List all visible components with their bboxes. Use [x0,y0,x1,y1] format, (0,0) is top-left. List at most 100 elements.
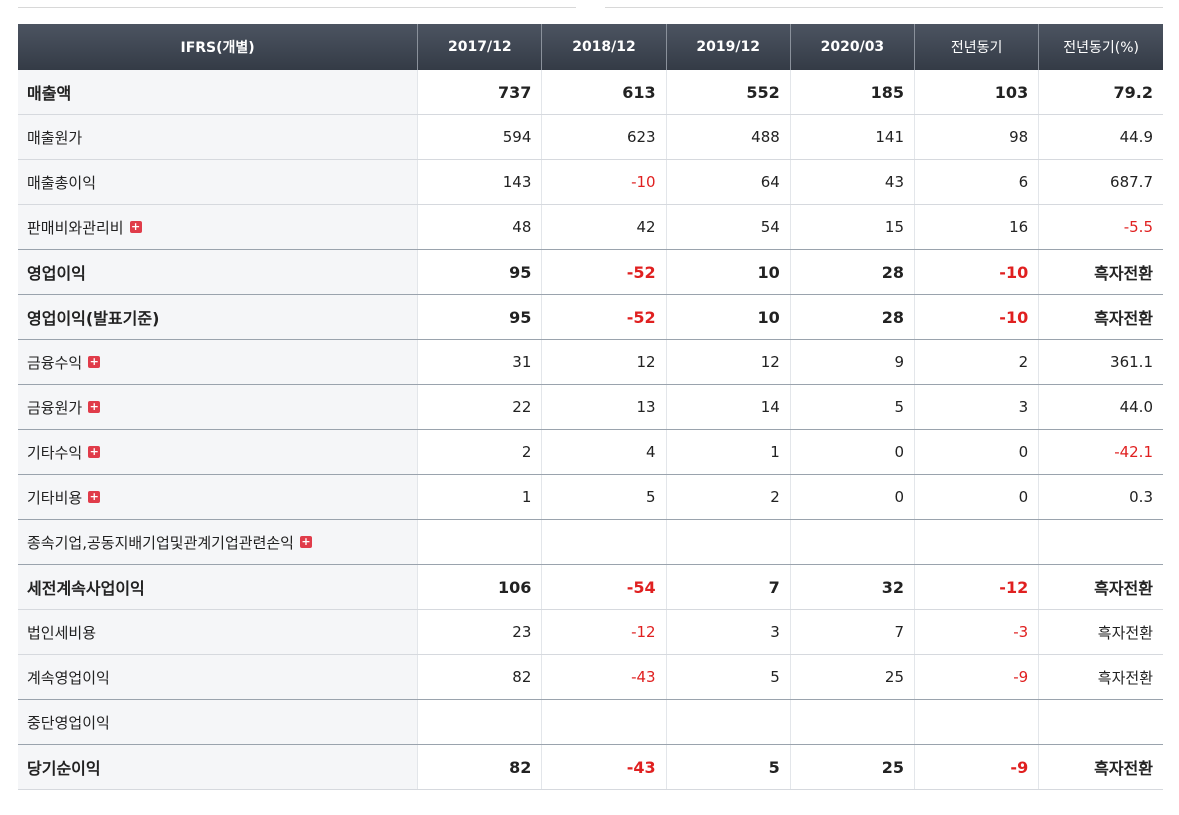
table-row: 판매비와관리비 +48 42 54 15 16 -5.5 [18,204,1163,250]
value-cell [1038,699,1163,745]
value-cell: 106 [417,564,542,610]
row-label-cell: 기타수익 + [18,429,418,475]
value-cell: 82 [417,744,542,790]
value-cell: -43 [541,654,667,700]
row-label: 당기순이익 [27,759,101,778]
value-cell: 3 [913,384,1039,430]
row-label: 세전계속사업이익 [27,579,145,598]
value-cell: 488 [665,114,791,160]
table-row: 당기순이익 82 -43 5 25 -9 흑자전환 [18,744,1163,790]
value-cell: 2 [665,474,791,520]
header-2018-12: 2018/12 [541,24,667,70]
header-2017-12: 2017/12 [417,24,542,70]
value-cell: -9 [913,744,1039,790]
value-cell: 10 [665,294,791,340]
row-label-cell: 금융수익 + [18,339,418,385]
value-cell: 82 [417,654,542,700]
value-cell: -10 [913,249,1039,295]
row-label-cell: 영업이익(발표기준) [18,294,418,340]
row-label: 매출액 [27,84,72,103]
row-label-cell: 판매비와관리비 + [18,204,418,250]
value-cell: 594 [417,114,542,160]
row-label: 기타비용 [27,488,83,507]
value-cell: 1 [417,474,542,520]
value-cell: 23 [417,609,542,655]
value-cell: -52 [541,294,667,340]
value-cell: 5 [665,654,791,700]
row-label: 금융수익 [27,353,83,372]
value-cell: 12 [541,339,667,385]
top-divider-left [18,7,576,8]
value-cell: 28 [789,249,915,295]
value-cell: 103 [913,70,1039,115]
value-cell: 28 [789,294,915,340]
value-cell: 95 [417,249,542,295]
table-row: 법인세비용 23 -12 3 7 -3 흑자전환 [18,609,1163,655]
table-row: 기타수익 +2 4 1 0 0 -42.1 [18,429,1163,475]
value-cell: 141 [789,114,915,160]
value-cell: 143 [417,159,542,205]
value-cell [913,519,1039,565]
value-cell: 흑자전환 [1038,564,1163,610]
expand-plus-icon[interactable]: + [88,490,101,503]
value-cell: 95 [417,294,542,340]
value-cell: 42 [541,204,667,250]
value-cell: 44.9 [1038,114,1163,160]
value-cell: -10 [541,159,667,205]
top-divider-right [605,7,1163,8]
value-cell: -10 [913,294,1039,340]
value-cell: 12 [665,339,791,385]
value-cell: -42.1 [1038,429,1163,475]
table-row: 매출원가 594 623 488 141 98 44.9 [18,114,1163,160]
value-cell: 79.2 [1038,70,1163,115]
value-cell: 43 [789,159,915,205]
value-cell: 흑자전환 [1038,654,1163,700]
row-label-cell: 매출원가 [18,114,418,160]
expand-plus-icon[interactable]: + [88,445,101,458]
row-label-cell: 매출총이익 [18,159,418,205]
value-cell: 552 [665,70,791,115]
table-row: 세전계속사업이익 106 -54 7 32 -12 흑자전환 [18,564,1163,610]
row-label: 종속기업,공동지배기업및관계기업관련손익 [27,533,294,552]
value-cell [789,519,915,565]
value-cell: 4 [541,429,667,475]
row-label: 매출총이익 [27,173,97,192]
value-cell: 3 [665,609,791,655]
row-label-cell: 중단영업이익 [18,699,418,745]
row-label-cell: 기타비용 + [18,474,418,520]
expand-plus-icon[interactable]: + [88,400,101,413]
row-label-cell: 계속영업이익 [18,654,418,700]
expand-plus-icon[interactable]: + [129,220,142,233]
value-cell: 16 [913,204,1039,250]
table-row: 영업이익(발표기준) 95 -52 10 28 -10 흑자전환 [18,294,1163,340]
value-cell: 2 [913,339,1039,385]
value-cell: 5 [789,384,915,430]
expand-plus-icon[interactable]: + [88,355,101,368]
row-label: 금융원가 [27,398,83,417]
value-cell: 13 [541,384,667,430]
row-label: 매출원가 [27,128,83,147]
table-row: 매출액 737 613 552 185 103 79.2 [18,70,1163,115]
row-label-cell: 세전계속사업이익 [18,564,418,610]
row-label: 계속영업이익 [27,668,110,687]
row-label: 중단영업이익 [27,713,110,732]
value-cell: 흑자전환 [1038,744,1163,790]
value-cell: 54 [665,204,791,250]
value-cell: 98 [913,114,1039,160]
value-cell: 361.1 [1038,339,1163,385]
value-cell: -5.5 [1038,204,1163,250]
value-cell: 613 [541,70,667,115]
value-cell: -3 [913,609,1039,655]
value-cell: -43 [541,744,667,790]
value-cell: 5 [541,474,667,520]
expand-plus-icon[interactable]: + [299,535,312,548]
value-cell: 64 [665,159,791,205]
table-row: 영업이익 95 -52 10 28 -10 흑자전환 [18,249,1163,295]
row-label-cell: 매출액 [18,70,418,115]
header-prev-period-pct: 전년동기(%) [1038,24,1163,70]
value-cell: 32 [789,564,915,610]
value-cell: 흑자전환 [1038,609,1163,655]
value-cell: 15 [789,204,915,250]
value-cell [665,699,791,745]
row-label: 영업이익(발표기준) [27,309,160,328]
